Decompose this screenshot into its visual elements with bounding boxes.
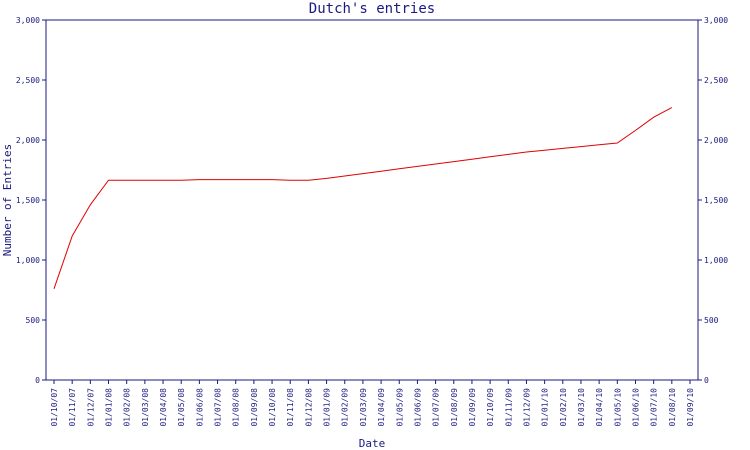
y-tick-label-right: 500 [704, 316, 719, 325]
x-tick-label: 01/02/08 [123, 388, 132, 427]
x-tick-label: 01/10/09 [486, 388, 495, 427]
y-axis-right: 0 500 1,000 1,500 2,000 2,500 3,000 [698, 16, 728, 385]
x-tick-label: 01/04/08 [159, 388, 168, 427]
y-tick-label-right: 1,500 [704, 196, 728, 205]
x-tick-label: 01/01/10 [541, 388, 550, 427]
x-tick-label: 01/04/10 [595, 388, 604, 427]
x-tick-label: 01/05/08 [177, 388, 186, 427]
x-tick-label: 01/01/08 [105, 388, 114, 427]
x-tick-label: 01/06/10 [631, 388, 640, 427]
y-tick-label-left: 1,000 [16, 256, 40, 265]
y-tick-label-left: 500 [26, 316, 41, 325]
x-tick-label: 01/12/07 [86, 388, 95, 427]
x-tick-label: 01/02/10 [559, 388, 568, 427]
x-tick-label: 01/03/10 [577, 388, 586, 427]
x-tick-label: 01/08/08 [232, 388, 241, 427]
y-tick-label-left: 3,000 [16, 16, 40, 25]
x-tick-label: 01/10/07 [50, 388, 59, 427]
x-tick-label: 01/12/08 [304, 388, 313, 427]
plot-area-frame [45, 19, 699, 381]
x-tick-label: 01/06/09 [413, 388, 422, 427]
chart-title: Dutch's entries [309, 1, 435, 17]
series-layer [53, 107, 673, 289]
y-tick-label-right: 2,000 [704, 136, 728, 145]
x-tick-label: 01/07/08 [214, 388, 223, 427]
y-tick-label-left: 1,500 [16, 196, 40, 205]
x-tick-label: 01/11/08 [286, 388, 295, 427]
y-tick-label-right: 3,000 [704, 16, 728, 25]
x-tick-label: 01/05/09 [395, 388, 404, 427]
series-line [53, 107, 673, 289]
x-tick-label: 01/08/09 [450, 388, 459, 427]
x-tick-label: 01/08/10 [668, 388, 677, 427]
x-tick-label: 01/07/09 [432, 388, 441, 427]
x-tick-label: 01/05/10 [613, 388, 622, 427]
y-tick-label-left: 2,000 [16, 136, 40, 145]
x-tick-label: 01/03/08 [141, 388, 150, 427]
y-axis-left: 0 500 1,000 1,500 2,000 2,500 3,000 [16, 16, 46, 385]
x-tick-label: 01/07/10 [650, 388, 659, 427]
x-tick-label: 01/12/09 [522, 388, 531, 427]
x-axis-label: Date [359, 437, 386, 450]
y-tick-label-right: 2,500 [704, 76, 728, 85]
y-tick-label-right: 1,000 [704, 256, 728, 265]
x-tick-label: 01/06/08 [195, 388, 204, 427]
y-axis-label: Number of Entries [1, 144, 14, 257]
x-tick-label: 01/09/08 [250, 388, 259, 427]
x-tick-label: 01/09/09 [468, 388, 477, 427]
x-tick-label: 01/11/07 [68, 388, 77, 427]
x-tick-label: 01/01/09 [323, 388, 332, 427]
x-tick-label: 01/11/09 [504, 388, 513, 427]
x-tick-label: 01/04/09 [377, 388, 386, 427]
x-tick-label: 01/10/08 [268, 388, 277, 427]
y-tick-label-left: 0 [35, 376, 40, 385]
x-axis: 01/10/07 01/11/07 01/12/07 01/01/08 01/02/08… [50, 380, 695, 427]
y-tick-label-left: 2,500 [16, 76, 40, 85]
x-tick-label: 01/03/09 [359, 388, 368, 427]
x-tick-label: 01/02/09 [341, 388, 350, 427]
y-tick-label-right: 0 [704, 376, 709, 385]
x-tick-label: 01/09/10 [686, 388, 695, 427]
